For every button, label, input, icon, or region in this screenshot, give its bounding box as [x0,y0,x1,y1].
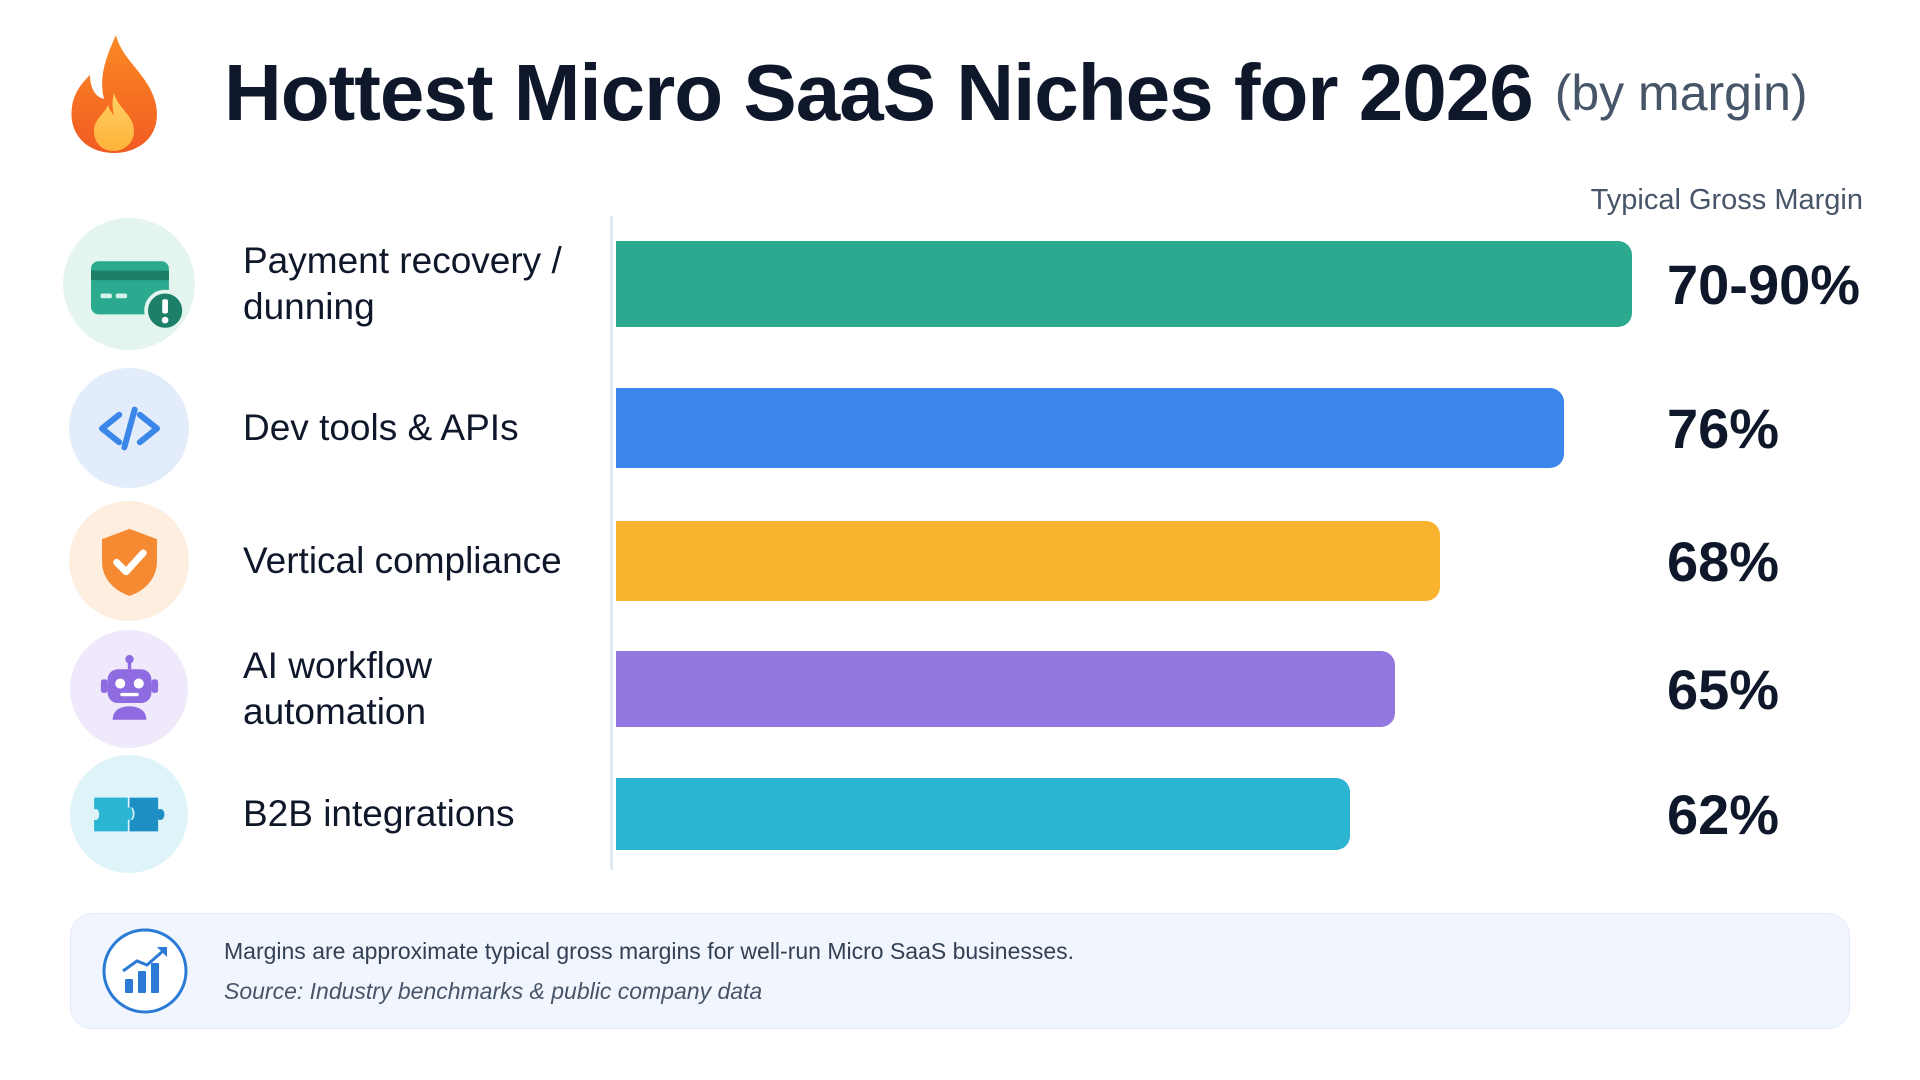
bar-chart: Payment recovery / dunning 70-90% Dev tool… [63,216,1861,873]
source-label: Source: [224,978,304,1004]
value-label: 65% [1667,657,1780,721]
puzzle-icon [93,797,164,831]
robot-icon [100,654,158,720]
credit-card-alert-icon [91,261,186,332]
row-icon-bg [70,755,188,873]
bar [616,778,1350,850]
footer-source: Source: Industry benchmarks & public com… [224,978,762,1005]
bar [616,521,1440,601]
category-label: Vertical compliance [243,540,562,581]
axis-divider [610,216,613,870]
bar [616,388,1564,468]
shield-check-icon [101,528,157,596]
header: Hottest Micro SaaS Niches for 2026 (by m… [64,28,1808,158]
value-column-header: Typical Gross Margin [1590,184,1863,216]
bar [616,241,1632,327]
category-label: Payment recovery / dunning [243,240,562,327]
value-label: 70-90% [1667,252,1861,316]
row-icon-bg [69,501,189,621]
footer-note-text: Margins are approximate typical gross ma… [224,938,1075,964]
bar [616,651,1395,727]
value-label: 76% [1667,396,1780,460]
category-label: AI workflow automation [243,645,433,732]
row-icon-bg [63,218,195,350]
fire-icon [71,35,157,153]
value-label: 68% [1667,529,1780,593]
category-label: Dev tools & APIs [243,407,519,448]
source-text: Industry benchmarks & public company dat… [309,978,763,1004]
footer-note: Margins are approximate typical gross ma… [70,913,1850,1029]
category-label: B2B integrations [243,793,515,834]
value-label: 62% [1667,782,1780,846]
page-subtitle: (by margin) [1554,65,1808,121]
chart-growth-icon [102,928,188,1014]
code-icon [98,406,160,450]
row-icon-bg [69,368,189,488]
row-icon-bg [70,630,188,748]
page-title: Hottest Micro SaaS Niches for 2026 [224,48,1534,137]
